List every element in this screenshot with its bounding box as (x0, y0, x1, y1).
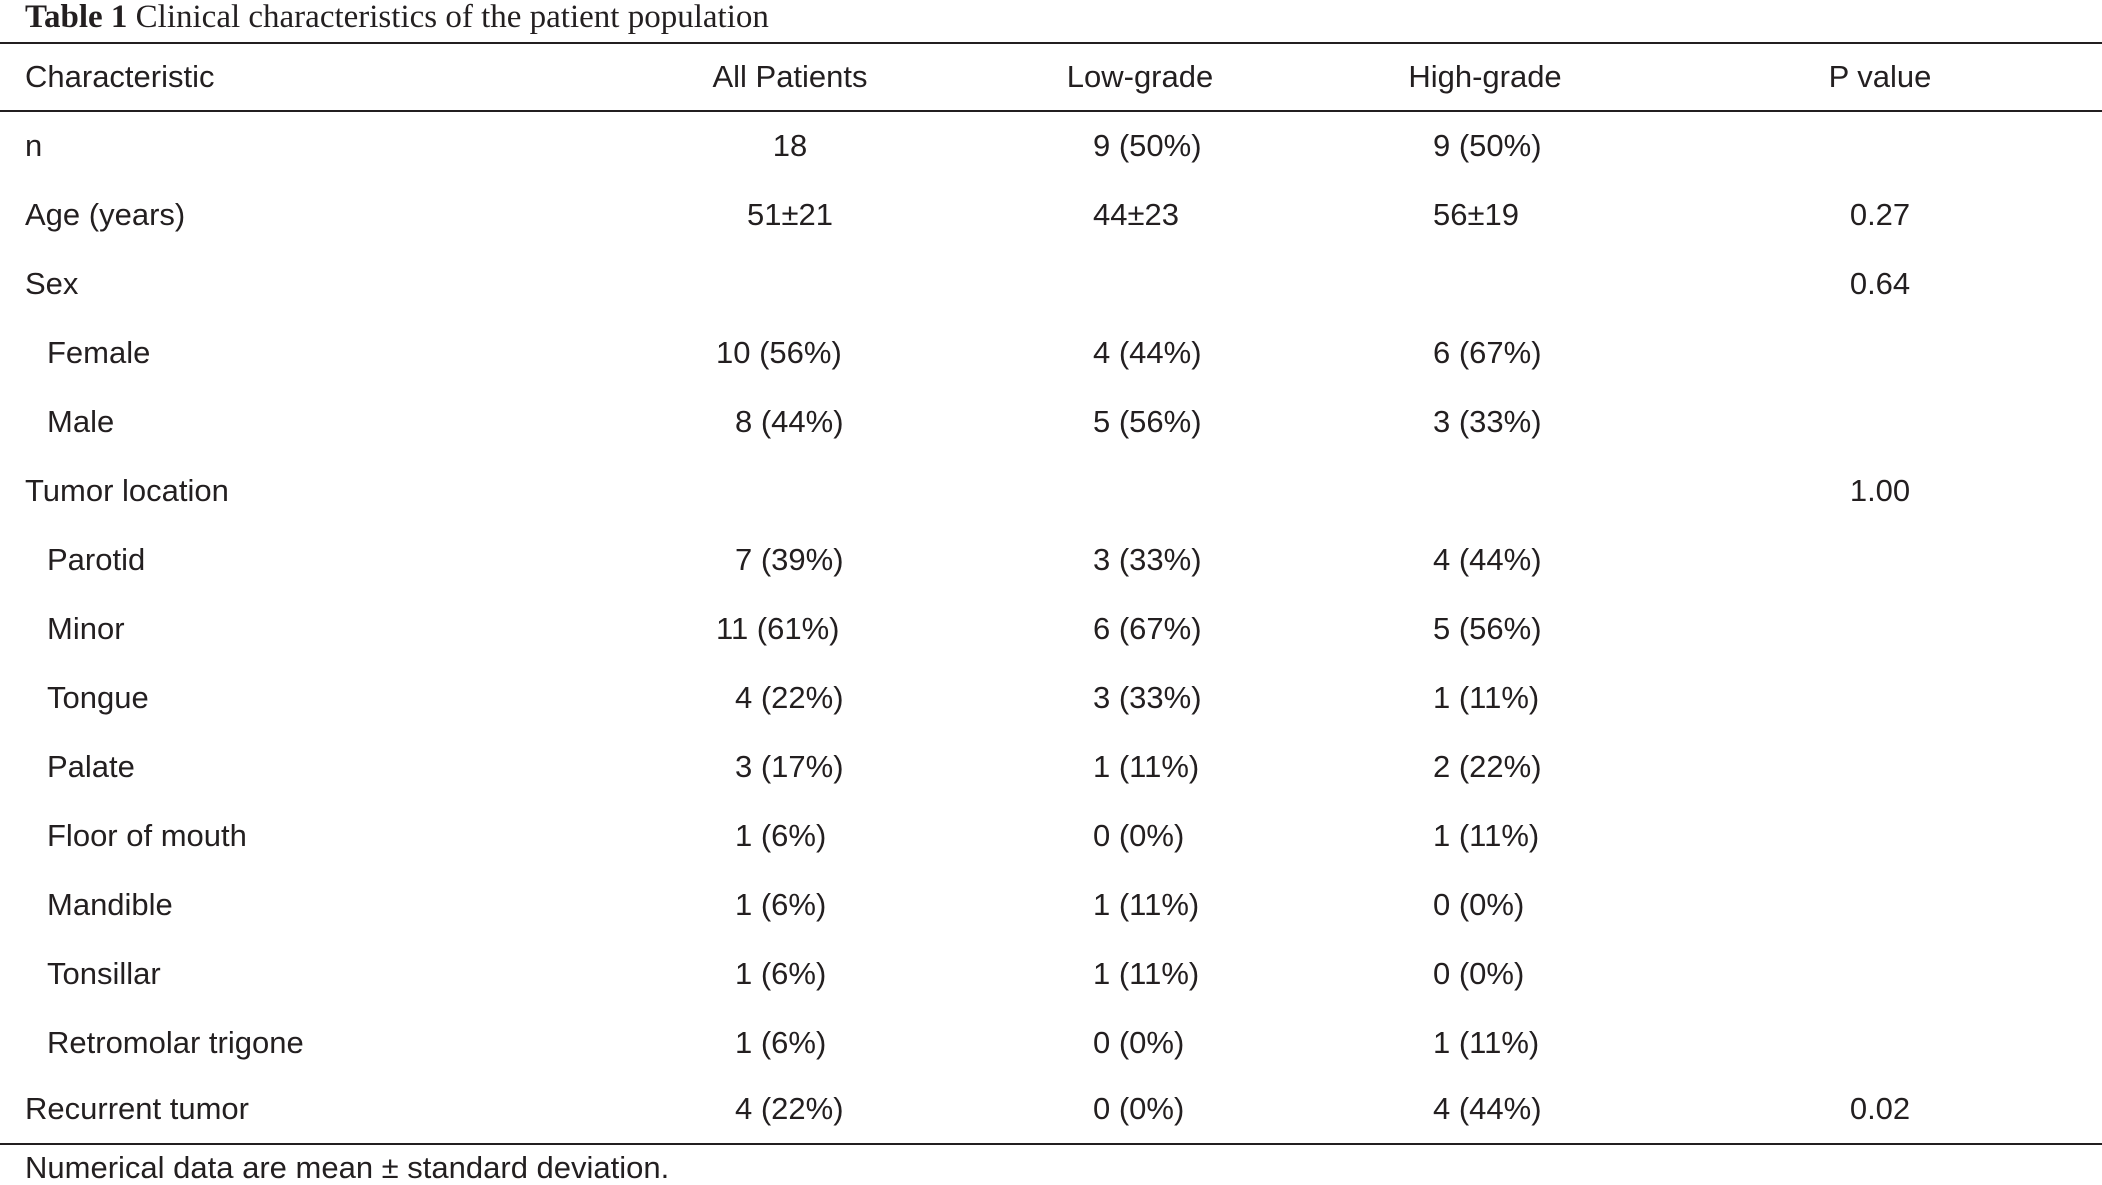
cell-p-value: 0.02 (1849, 1091, 1911, 1126)
cell-p-value (1805, 733, 1955, 801)
cell-high-grade: 1 (11%) (1433, 818, 1540, 853)
cell-high-grade: 3 (33%) (1433, 404, 1542, 439)
cell-high-grade: 1 (11%) (1433, 1025, 1540, 1060)
cell-p-value (1805, 112, 1955, 180)
cell-p-value (1805, 940, 1955, 1008)
cell-characteristic: Age (years) (25, 197, 186, 232)
cell-high-grade: 6 (67%) (1433, 335, 1542, 370)
column-header-high-grade: High-grade (1408, 59, 1562, 94)
cell-p-value (1805, 871, 1955, 939)
table-row: Female 10 (56%) 4 (44%) 6 (67%) (0, 319, 2102, 387)
cell-all-patients: 11 (61%) (716, 611, 840, 646)
column-header-p-value: P value (1828, 59, 1932, 94)
cell-p-value (1805, 1009, 1955, 1077)
cell-all-patients: 3 (17%) (735, 749, 844, 784)
cell-high-grade: 4 (44%) (1433, 1091, 1542, 1126)
cell-characteristic: Tonsillar (47, 956, 161, 991)
cell-low-grade: 0 (0%) (1093, 1025, 1185, 1060)
cell-p-value (1805, 388, 1955, 456)
cell-characteristic: Tongue (47, 680, 149, 715)
cell-low-grade: 5 (56%) (1093, 404, 1202, 439)
cell-low-grade: 44±23 (1093, 197, 1179, 232)
table-row: Sex 0.64 (0, 250, 2102, 318)
table-bottom-rule (0, 1143, 2102, 1145)
cell-characteristic: Minor (47, 611, 125, 646)
cell-low-grade: 0 (0%) (1093, 1091, 1185, 1126)
table-row: Palate 3 (17%) 1 (11%) 2 (22%) (0, 733, 2102, 801)
cell-characteristic: Floor of mouth (47, 818, 247, 853)
cell-all-patients: 8 (44%) (735, 404, 844, 439)
cell-all-patients (700, 250, 880, 318)
cell-p-value (1805, 664, 1955, 732)
table-header-rule (0, 110, 2102, 112)
cell-characteristic: Tumor location (25, 473, 229, 508)
table-row: Tongue 4 (22%) 3 (33%) 1 (11%) (0, 664, 2102, 732)
cell-high-grade: 4 (44%) (1433, 542, 1542, 577)
cell-characteristic: Retromolar trigone (47, 1025, 304, 1060)
table-caption: Table 1 Clinical characteristics of the … (25, 0, 769, 36)
table-row: Parotid 7 (39%) 3 (33%) 4 (44%) (0, 526, 2102, 594)
cell-all-patients: 7 (39%) (735, 542, 844, 577)
cell-high-grade: 0 (0%) (1433, 956, 1525, 991)
cell-p-value (1805, 595, 1955, 663)
table-row: Minor 11 (61%) 6 (67%) 5 (56%) (0, 595, 2102, 663)
cell-high-grade: 56±19 (1433, 197, 1519, 232)
cell-characteristic: Parotid (47, 542, 146, 577)
cell-characteristic: Recurrent tumor (25, 1091, 249, 1126)
cell-all-patients: 1 (6%) (735, 887, 827, 922)
column-header-all-patients: All Patients (712, 59, 868, 94)
cell-all-patients: 51±21 (747, 197, 833, 232)
table-row: Mandible 1 (6%) 1 (11%) 0 (0%) (0, 871, 2102, 939)
cell-characteristic: Male (47, 404, 115, 439)
cell-all-patients: 4 (22%) (735, 1091, 844, 1126)
cell-high-grade: 0 (0%) (1433, 887, 1525, 922)
cell-low-grade: 3 (33%) (1093, 680, 1202, 715)
cell-all-patients: 4 (22%) (735, 680, 844, 715)
cell-low-grade: 0 (0%) (1093, 818, 1185, 853)
cell-low-grade: 1 (11%) (1093, 956, 1200, 991)
table-row: n 18 9 (50%) 9 (50%) (0, 112, 2102, 180)
cell-characteristic: Female (47, 335, 151, 370)
cell-all-patients: 18 (772, 128, 808, 163)
column-header-low-grade: Low-grade (1066, 59, 1214, 94)
cell-low-grade: 3 (33%) (1093, 542, 1202, 577)
column-header-characteristic: Characteristic (25, 59, 215, 94)
cell-all-patients: 10 (56%) (716, 335, 842, 370)
cell-low-grade: 9 (50%) (1093, 128, 1202, 163)
cell-all-patients: 1 (6%) (735, 1025, 827, 1060)
table-caption-label: Table 1 (25, 0, 128, 35)
table-header-row: Characteristic All Patients Low-grade Hi… (0, 43, 2102, 111)
cell-high-grade: 1 (11%) (1433, 680, 1540, 715)
cell-low-grade: 4 (44%) (1093, 335, 1202, 370)
cell-high-grade: 5 (56%) (1433, 611, 1542, 646)
table-row: Male 8 (44%) 5 (56%) 3 (33%) (0, 388, 2102, 456)
cell-p-value (1805, 319, 1955, 387)
cell-p-value: 0.64 (1849, 266, 1911, 301)
cell-p-value (1805, 802, 1955, 870)
cell-low-grade: 1 (11%) (1093, 749, 1200, 784)
table-footnote: Numerical data are mean ± standard devia… (25, 1150, 670, 1185)
table-row: Tonsillar 1 (6%) 1 (11%) 0 (0%) (0, 940, 2102, 1008)
table-row: Retromolar trigone 1 (6%) 0 (0%) 1 (11%) (0, 1009, 2102, 1077)
table-row: Floor of mouth 1 (6%) 0 (0%) 1 (11%) (0, 802, 2102, 870)
cell-low-grade: 1 (11%) (1093, 887, 1200, 922)
table-row: Age (years) 51±21 44±23 56±19 0.27 (0, 181, 2102, 249)
cell-characteristic: Sex (25, 266, 79, 301)
cell-all-patients: 1 (6%) (735, 956, 827, 991)
cell-p-value (1805, 526, 1955, 594)
table-row: Tumor location 1.00 (0, 457, 2102, 525)
cell-high-grade: 9 (50%) (1433, 128, 1542, 163)
cell-p-value: 1.00 (1849, 473, 1911, 508)
cell-characteristic: Mandible (47, 887, 173, 922)
table-caption-text: Clinical characteristics of the patient … (135, 0, 769, 35)
cell-low-grade: 6 (67%) (1093, 611, 1202, 646)
cell-p-value: 0.27 (1849, 197, 1911, 232)
table-top-rule (0, 42, 2102, 44)
cell-high-grade: 2 (22%) (1433, 749, 1542, 784)
table-row: Recurrent tumor 4 (22%) 0 (0%) 4 (44%) 0… (0, 1075, 2102, 1143)
cell-characteristic: n (25, 128, 43, 163)
cell-characteristic: Palate (47, 749, 135, 784)
cell-all-patients: 1 (6%) (735, 818, 827, 853)
cell-all-patients (700, 457, 880, 525)
